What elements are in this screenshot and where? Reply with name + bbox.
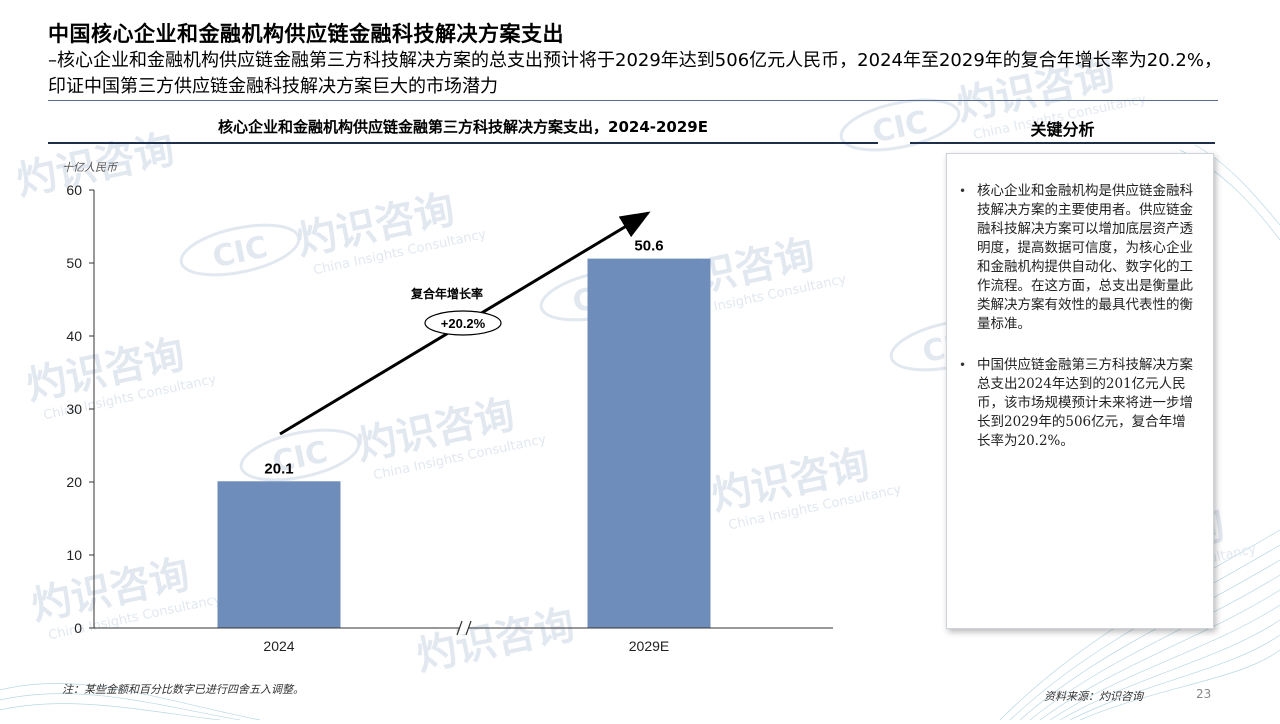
axis-break-mark [456,620,463,636]
cagr-value-ellipse [424,310,502,336]
x-tick-label: 2029E [629,638,669,654]
bars: 20.1 50.6 [217,238,711,628]
header-divider [48,100,1218,101]
page-subtitle: –核心企业和金融机构供应链金融第三方科技解决方案的总支出预计将于2029年达到5… [48,50,1222,97]
page-number: 23 [1196,687,1212,701]
key-points-box: • 核心企业和金融机构是供应链金融科技解决方案的主要使用者。供应链金融科技解决方… [946,153,1214,629]
y-tick-label: 0 [74,620,82,636]
key-points-list: • 核心企业和金融机构是供应链金融科技解决方案的主要使用者。供应链金融科技解决方… [959,182,1193,451]
cagr-value: +20.2% [441,316,486,331]
y-tick-label: 50 [66,255,82,271]
bar-value-label: 20.1 [264,460,293,477]
bar-value-label: 50.6 [634,238,663,255]
bar-chart: 0 10 20 30 40 50 60 20.1 50.6 2024 2029E 复合年增长率 +… [66,182,833,654]
chart-title: 核心企业和金融机构供应链金融第三方科技解决方案支出，2024-2029E [218,118,708,136]
chart-title-divider [48,142,878,144]
key-points-divider [910,142,1215,144]
bullet-icon: • [959,358,967,372]
cagr-annotation: 复合年增长率 +20.2% [279,211,651,436]
y-tick-label: 40 [66,328,82,344]
footnote: 注：某些金额和百分比数字已进行四舍五入调整。 [62,683,304,696]
source-note: 资料来源：灼识咨询 [1044,690,1143,703]
cagr-label: 复合年增长率 [410,286,483,301]
page-title: 中国核心企业和金融机构供应链金融科技解决方案支出 [48,22,564,46]
axis-break-gap [459,622,469,634]
bar [217,481,341,628]
y-tick-label: 20 [66,474,82,490]
x-axis: 2024 2029E [94,620,833,654]
chart-unit-label: 十亿人民币 [62,161,117,174]
y-tick-label: 60 [66,182,82,198]
key-point-text: 中国供应链金融第三方科技解决方案总支出2024年达到的201亿元人民币，该市场规… [977,357,1193,449]
key-point-item: • 核心企业和金融机构是供应链金融科技解决方案的主要使用者。供应链金融科技解决方… [959,182,1193,334]
key-points-title: 关键分析 [1030,120,1095,139]
axis-break-mark [465,620,472,636]
bullet-icon: • [959,184,967,198]
key-point-text: 核心企业和金融机构是供应链金融科技解决方案的主要使用者。供应链金融科技解决方案可… [977,183,1193,332]
y-tick-label: 10 [66,547,82,563]
x-tick-label: 2024 [263,638,294,654]
bar [587,258,711,628]
y-axis: 0 10 20 30 40 50 60 [66,182,95,636]
key-point-item: • 中国供应链金融第三方科技解决方案总支出2024年达到的201亿元人民币，该市… [959,356,1193,451]
y-tick-label: 30 [66,401,82,417]
